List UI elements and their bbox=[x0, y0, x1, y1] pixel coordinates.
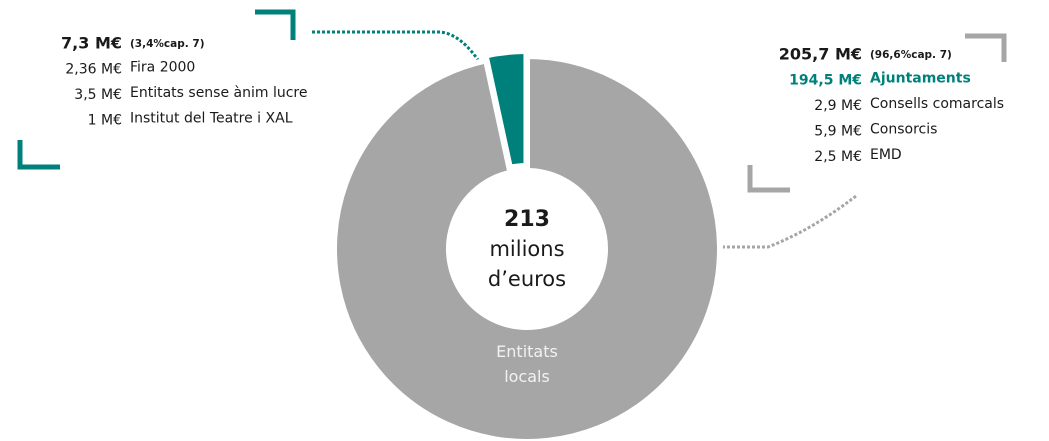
annotation-share: (96,6%cap. 7) bbox=[870, 49, 952, 61]
connector bbox=[312, 30, 484, 67]
item-label: Fira 2000 bbox=[130, 60, 195, 76]
annotation-total: 7,3 M€ bbox=[61, 34, 122, 53]
center-label: d’euros bbox=[488, 267, 566, 291]
item-value: 3,5 M€ bbox=[74, 87, 122, 103]
item-value: 2,5 M€ bbox=[814, 149, 862, 165]
item-value: 2,9 M€ bbox=[814, 98, 862, 114]
bracket bbox=[17, 140, 60, 170]
bracket bbox=[747, 165, 790, 193]
item-value: 2,36 M€ bbox=[65, 62, 122, 78]
item-value: 194,5 M€ bbox=[789, 73, 862, 89]
slice bbox=[331, 52, 723, 441]
slice bbox=[481, 48, 530, 172]
item-label: Consorcis bbox=[870, 122, 937, 138]
item-label: EMD bbox=[870, 147, 902, 163]
connector bbox=[722, 194, 857, 249]
item-label: Ajuntaments bbox=[870, 71, 971, 87]
center-label: milions bbox=[489, 237, 564, 261]
slice-label: locals bbox=[504, 367, 550, 386]
item-value: 5,9 M€ bbox=[814, 124, 862, 140]
item-label: Institut del Teatre i XAL bbox=[130, 111, 293, 127]
center-label: 213 bbox=[504, 207, 550, 232]
annotations: 7,3 M€ (3,4%cap. 7) 2,36 M€ Fira 2000 3,5 M€… bbox=[61, 34, 1004, 166]
pie: Entitats locals 213 milions d’euros bbox=[331, 48, 723, 441]
item-value: 1 M€ bbox=[88, 113, 122, 129]
item-label: Entitats sense ànim lucre bbox=[130, 85, 308, 101]
bracket bbox=[965, 33, 1007, 62]
bracket bbox=[255, 9, 296, 40]
slice-label: Entitats bbox=[496, 342, 558, 361]
item-label: Consells comarcals bbox=[870, 96, 1004, 112]
annotation-share: (3,4%cap. 7) bbox=[130, 38, 205, 50]
annotation-total: 205,7 M€ bbox=[779, 45, 862, 64]
